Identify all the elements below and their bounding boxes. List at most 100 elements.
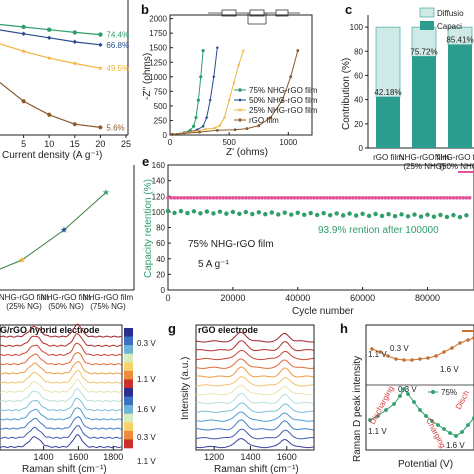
colorbar-segment xyxy=(124,328,133,337)
panel-h-top-point xyxy=(450,346,454,350)
panel-e-efficiency-point xyxy=(273,196,277,200)
panel-b-point xyxy=(194,115,198,120)
panel-e-retention-point xyxy=(282,210,287,215)
panel-b-point xyxy=(227,98,231,102)
panel-e-efficiency-point xyxy=(412,196,417,200)
panel-e-ylabel: Capacity retention (%) xyxy=(143,179,154,278)
panel-e-retention-point xyxy=(340,213,346,218)
panel-c-bar-diffusion xyxy=(375,26,401,98)
panel-b-xtick-label: 500 xyxy=(222,138,236,147)
panel-e-efficiency-point xyxy=(415,196,420,200)
panel-b-xtick-label: 0 xyxy=(168,138,173,147)
panel-e-retention-point xyxy=(464,213,469,218)
panel-e-retention-point xyxy=(366,213,372,218)
panel-d-series xyxy=(0,188,110,270)
panel-e-efficiency-point xyxy=(286,196,290,200)
panel-e-retention-point xyxy=(405,214,411,219)
panel-c-bar-capacitive xyxy=(412,56,436,149)
panel-c-bar-capacitive xyxy=(448,44,472,148)
colorbar-segment xyxy=(124,396,133,406)
panel-b-point xyxy=(201,49,205,53)
panel-e-retention-point xyxy=(250,211,255,217)
panel-h-top-label: 1.6 V xyxy=(440,365,459,374)
panel-g-xtick-label: 1200 xyxy=(204,452,224,462)
panel-e-retention-point xyxy=(243,209,249,215)
panel-e-ytick-label: 140 xyxy=(152,177,166,186)
panel-e-efficiency-point xyxy=(321,196,326,200)
panel-a-series: 74.4%66.8% 49.5% 5.6% xyxy=(0,23,129,132)
panel-e-efficiency-point xyxy=(354,196,358,200)
panel-a-series-line xyxy=(0,43,101,69)
panel-e-efficiency-point xyxy=(269,196,274,200)
panel-e-efficiency-point xyxy=(432,196,436,200)
panel-e-retention-point xyxy=(256,210,262,215)
panel-e-retention-point xyxy=(308,210,313,216)
panel-f-xlabel: Raman shift (cm⁻¹) xyxy=(22,464,107,474)
colorbar-segment xyxy=(124,379,133,389)
panel-f-spectrum xyxy=(0,352,122,366)
panel-e-efficiency-point xyxy=(250,196,255,200)
panel-e-retention-point xyxy=(386,211,391,217)
panel-b-legend-label: 50% NHG-rGO film xyxy=(249,96,318,105)
panel-g-spectrum xyxy=(195,428,314,440)
panel-e-retention-point xyxy=(269,210,274,215)
panel-b-point xyxy=(217,123,222,128)
panel-b-point xyxy=(213,126,217,130)
panel-b-letter: b xyxy=(141,2,149,17)
panel-e-retention-point xyxy=(224,211,229,216)
panel-h-bottom-point xyxy=(392,402,396,406)
panel-b-point xyxy=(198,130,202,134)
panel-e-efficiency-point xyxy=(244,196,248,200)
legend-swatch-diffusion xyxy=(419,7,435,18)
panel-h-bottom-point xyxy=(454,434,458,438)
panel-g-spectrum xyxy=(195,358,314,369)
panel-e: e 0 20 40 60 80 100 120 140 160 0 20000 40000 60000… xyxy=(142,154,474,317)
panel-c-ytick-label: 80 xyxy=(354,47,363,56)
panel-e-efficiency-point xyxy=(289,196,294,200)
panel-e-retention-point xyxy=(198,211,203,216)
panel-e-efficiency-point xyxy=(409,196,414,200)
panel-c-letter: c xyxy=(345,2,352,17)
panel-g-plot-frame xyxy=(195,324,315,451)
panel-e-efficiency-point xyxy=(188,196,193,200)
panel-e-efficiency-point xyxy=(214,196,219,200)
legend-swatch-capacitive xyxy=(420,21,434,30)
panel-e-efficiency-point xyxy=(390,196,394,200)
panel-e-efficiency-point xyxy=(428,196,433,200)
panel-e-retention-point xyxy=(373,211,378,217)
panel-d-category-label: (75% NG) xyxy=(90,302,126,311)
colorbar-segment xyxy=(124,413,133,423)
panel-e-letter: e xyxy=(142,154,149,169)
panel-b-ytick-label: 2000 xyxy=(149,15,167,24)
panel-e-retention-point xyxy=(204,209,210,214)
panel-h-bottom-label: 0.3 V xyxy=(398,385,417,394)
panel-e-retention-point xyxy=(321,211,326,216)
panel-e-efficiency-point xyxy=(334,196,339,200)
panel-e-efficiency-point xyxy=(347,196,352,200)
panel-e-efficiency-point xyxy=(224,196,229,200)
panel-h-top-series xyxy=(370,330,474,362)
colorbar-segment xyxy=(124,422,133,432)
panel-c-ytick-label: 100 xyxy=(350,23,364,32)
panel-e-efficiency-point xyxy=(351,196,355,200)
panel-d-category-label: (50% NG) xyxy=(48,302,84,311)
panel-e-retention-point xyxy=(276,212,281,217)
panel-b-point xyxy=(192,124,196,128)
panel-h-bottom-point xyxy=(402,387,406,391)
panel-e-efficiency-point xyxy=(234,196,238,200)
panel-e-retention-point xyxy=(431,214,437,219)
panel-b-point xyxy=(296,49,300,52)
panel-h-bottom-point xyxy=(436,423,440,427)
panel-b-legend-marker xyxy=(238,118,242,122)
panel-e-efficiency-point xyxy=(237,196,242,200)
panel-b-series-line xyxy=(172,50,299,135)
panel-g-spectrum xyxy=(195,376,314,387)
colorbar-segment xyxy=(124,353,133,363)
panel-e-efficiency-point xyxy=(315,196,320,200)
panel-b-ytick-label: 1500 xyxy=(149,44,167,53)
panel-e-retention-point xyxy=(327,212,333,218)
panel-e-retention-point xyxy=(191,209,197,214)
panel-b-xlabel: Z' (ohms) xyxy=(226,147,268,158)
panel-h-bottom-point xyxy=(384,408,388,412)
